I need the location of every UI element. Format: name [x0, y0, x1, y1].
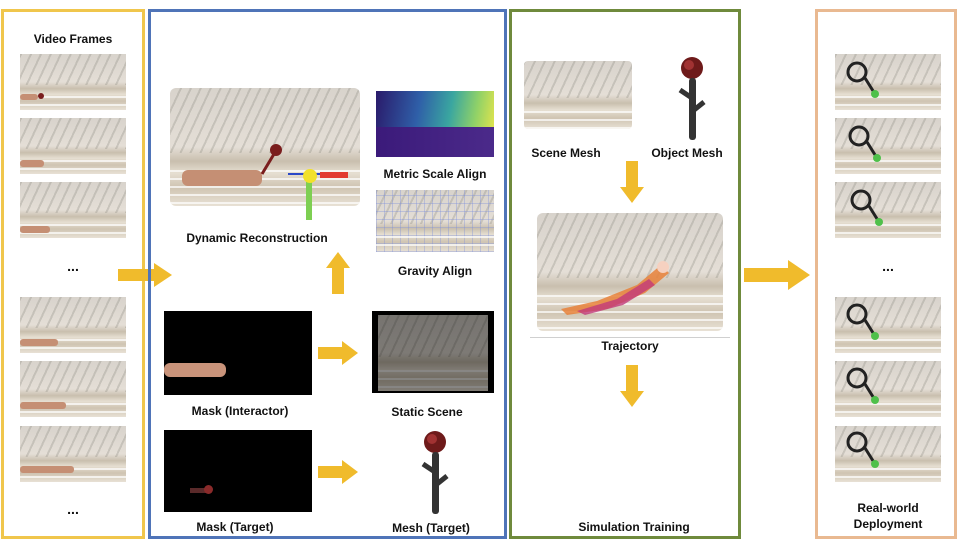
deployment-frame-2 — [835, 118, 941, 174]
object-mesh-rose-icon — [678, 57, 706, 140]
simulation-panel — [509, 9, 741, 539]
video-frames-title: Video Frames — [33, 32, 113, 46]
metric-scale-depth-image — [376, 91, 494, 157]
mesh-target-rose-icon — [421, 431, 449, 514]
reconstruction-panel — [148, 9, 507, 539]
frames-ellipsis-top: ... — [67, 258, 79, 274]
scene-mesh-label: Scene Mesh — [531, 146, 601, 160]
object-mesh-label: Object Mesh — [651, 146, 723, 160]
mask-interactor-image — [164, 311, 312, 395]
trajectory-label: Trajectory — [601, 339, 659, 353]
mesh-target-label: Mesh (Target) — [392, 521, 470, 535]
video-frame-1 — [20, 54, 126, 110]
arrow-to-mesh-target — [318, 460, 358, 484]
arrow-to-static-scene — [318, 341, 358, 365]
simulation-training-label: Simulation Training — [578, 520, 690, 534]
real-world-panel — [815, 9, 957, 539]
mask-target-image — [164, 430, 312, 512]
gravity-align-image — [376, 190, 494, 252]
arrow-frames-to-recon — [118, 263, 172, 287]
mask-interactor-label: Mask (Interactor) — [191, 404, 289, 418]
dynamic-reconstruction-label: Dynamic Reconstruction — [186, 231, 328, 245]
deployment-frame-3 — [835, 182, 941, 238]
robot-gripper-overlays — [846, 61, 883, 468]
static-scene-label: Static Scene — [391, 405, 463, 419]
reconstruction-axes-icon — [182, 144, 348, 220]
scene-mesh-image — [524, 61, 632, 129]
real-world-label-line1: Real-world — [857, 501, 919, 515]
video-frame-4 — [20, 297, 126, 353]
metric-scale-align-label: Metric Scale Align — [383, 167, 487, 181]
trajectory-path-icon — [561, 261, 669, 315]
hand-overlays — [20, 93, 74, 473]
real-world-label-line2: Deployment — [853, 517, 923, 531]
gravity-align-label: Gravity Align — [397, 264, 473, 278]
arrow-up-to-reconstruction — [326, 252, 350, 294]
arrow-sim-to-real — [744, 260, 810, 290]
static-scene-image-frame — [372, 311, 494, 393]
frames-ellipsis-bottom: ... — [67, 501, 79, 517]
dynamic-reconstruction-image — [170, 88, 360, 206]
arrow-down-to-trajectory — [620, 161, 644, 203]
deployment-ellipsis: ... — [882, 258, 894, 274]
arrow-down-to-simulation-training — [620, 365, 644, 407]
trajectory-divider — [530, 337, 730, 338]
mask-target-label: Mask (Target) — [196, 520, 274, 534]
